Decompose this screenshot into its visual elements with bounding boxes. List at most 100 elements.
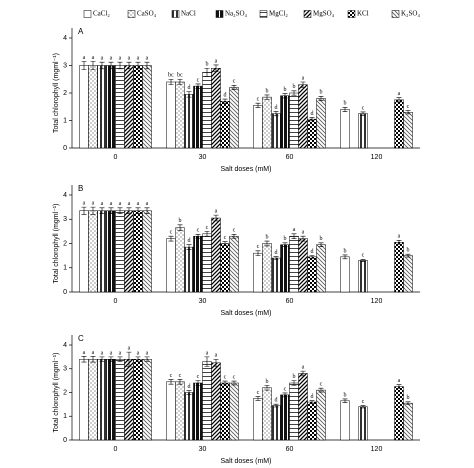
y-tick-label: 0 <box>63 145 67 152</box>
bar <box>262 243 272 293</box>
significance-letter: c <box>320 382 323 388</box>
x-tick-label: 60 <box>286 446 294 453</box>
panel-letter: C <box>78 334 84 343</box>
error-bar <box>108 207 114 214</box>
significance-letter: a <box>128 346 131 352</box>
significance-letter: c <box>233 228 236 234</box>
significance-letter: c <box>197 228 200 234</box>
bar <box>289 382 299 441</box>
error-bar <box>300 81 306 88</box>
error-bar <box>342 398 348 404</box>
y-tick-label: 3 <box>63 216 67 223</box>
error-bar <box>126 207 132 214</box>
y-axis-label: Total chlorophyll (mgml⁻¹) <box>53 53 60 133</box>
significance-letter: a <box>137 56 140 62</box>
significance-letter: c <box>233 79 236 85</box>
bar <box>88 359 98 441</box>
significance-letter: d <box>188 384 191 390</box>
significance-letter: b <box>407 248 410 254</box>
significance-letter: a <box>206 350 209 356</box>
significance-letter: d <box>275 398 278 404</box>
y-axis-label: Total chlorophyll (mgml⁻¹) <box>53 353 60 433</box>
bar <box>202 233 212 293</box>
bar <box>142 210 152 293</box>
significance-letter: a <box>398 378 401 384</box>
y-tick-label: 3 <box>63 62 67 69</box>
bar <box>124 65 134 149</box>
significance-letter: b <box>266 234 269 240</box>
significance-letter: c <box>170 373 173 379</box>
error-bar <box>117 61 123 70</box>
bar <box>115 65 125 149</box>
bar <box>133 359 143 441</box>
error-bar <box>282 242 288 247</box>
error-bar <box>291 380 297 386</box>
significance-letter: a <box>128 201 131 207</box>
bar <box>124 359 134 441</box>
significance-letter: a <box>101 201 104 207</box>
legend-swatch <box>215 10 224 18</box>
bar <box>307 401 317 441</box>
bar <box>133 65 143 149</box>
error-bar <box>186 244 192 250</box>
significance-letter: c <box>257 390 260 396</box>
significance-letter: c <box>170 230 173 236</box>
bar <box>280 244 290 293</box>
error-bar <box>204 231 210 237</box>
panel-letter: B <box>78 184 83 193</box>
significance-letter: a <box>146 350 149 356</box>
error-bar <box>90 61 96 70</box>
error-bar <box>81 61 87 70</box>
bar <box>175 81 185 149</box>
bar <box>358 113 368 149</box>
error-bar <box>282 93 288 99</box>
error-bar <box>360 111 366 116</box>
error-bar <box>264 385 270 391</box>
error-bar <box>405 110 411 115</box>
bar <box>253 398 263 441</box>
x-axis-label: Salt doses (mM) <box>221 458 272 465</box>
bar <box>358 406 368 441</box>
bar <box>79 210 89 293</box>
bar <box>202 72 212 149</box>
error-bar <box>396 240 402 245</box>
significance-letter: a <box>215 353 218 359</box>
error-bar <box>309 255 315 259</box>
bar <box>88 65 98 149</box>
bar <box>220 243 230 293</box>
bar <box>211 217 221 293</box>
significance-letter: a <box>293 227 296 233</box>
bar <box>289 92 299 149</box>
error-bar <box>231 233 237 239</box>
significance-letter: d <box>311 249 314 255</box>
bar <box>394 242 404 293</box>
x-tick-label: 60 <box>286 154 294 161</box>
bar <box>193 382 203 441</box>
error-bar <box>213 214 219 222</box>
panel-letter: A <box>78 27 84 36</box>
significance-letter: b <box>320 90 323 96</box>
error-bar <box>135 61 141 70</box>
bar <box>340 256 350 293</box>
x-tick-label: 0 <box>114 298 118 305</box>
significance-letter: a <box>302 230 305 236</box>
error-bar <box>99 356 105 362</box>
bar <box>211 68 221 149</box>
error-bar <box>117 207 123 214</box>
significance-letter: a <box>110 350 113 356</box>
legend-swatch <box>347 10 356 18</box>
bar <box>298 84 308 149</box>
error-bar <box>135 207 141 214</box>
x-tick-label: 30 <box>199 154 207 161</box>
significance-letter: a <box>83 201 86 207</box>
y-tick-label: 1 <box>63 117 67 124</box>
legend-swatch <box>127 10 136 18</box>
error-bar <box>195 233 201 239</box>
significance-letter: c <box>197 77 200 83</box>
y-tick-label: 3 <box>63 366 67 373</box>
significance-letter: c <box>197 374 200 380</box>
significance-letter: a <box>83 350 86 356</box>
significance-letter: b <box>293 374 296 380</box>
significance-letter: a <box>398 234 401 240</box>
significance-letter: c <box>224 374 227 380</box>
